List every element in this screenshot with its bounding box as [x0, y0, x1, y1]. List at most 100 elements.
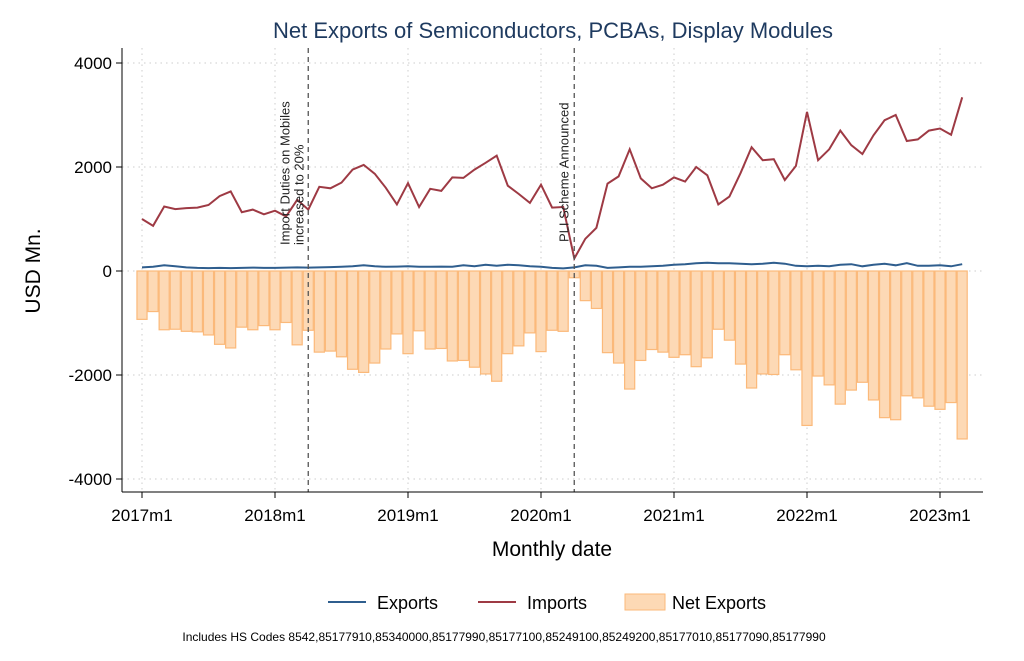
net-exports-bar [557, 270, 569, 332]
net-exports-bar [690, 270, 702, 368]
legend-label: Exports [377, 593, 438, 613]
net-exports-bar [491, 270, 503, 382]
net-exports-bar [668, 270, 680, 358]
chart-title: Net Exports of Semiconductors, PCBAs, Di… [273, 18, 833, 43]
x-tick-label: 2022m1 [776, 506, 837, 525]
net-exports-bar [269, 270, 281, 331]
legend-label: Imports [527, 593, 587, 613]
exports-line [141, 261, 963, 270]
net-exports-bar [657, 270, 669, 353]
net-exports-bar [867, 270, 880, 401]
net-exports-bar [291, 270, 303, 346]
y-axis-label: USD Mn. [22, 228, 45, 313]
y-tick-label: 0 [103, 262, 112, 281]
net-exports-bar [945, 270, 957, 404]
net-exports-bar [757, 270, 769, 375]
net-exports-bar [413, 270, 425, 332]
net-exports-bar [236, 270, 248, 328]
net-exports-bar [635, 270, 647, 362]
legend-swatch-net-exports [624, 593, 666, 611]
gridlines [122, 48, 983, 492]
net-exports-bar [723, 270, 736, 341]
net-exports-bar [324, 270, 337, 352]
net-exports-bar [745, 270, 758, 389]
net-exports-bar [346, 270, 359, 370]
net-exports-bar [213, 270, 226, 345]
net-exports-bar [479, 270, 492, 375]
net-exports-bar [280, 270, 292, 324]
net-exports-bar [391, 270, 403, 335]
net-exports-bar [358, 270, 370, 374]
net-exports-bar [169, 270, 181, 330]
net-exports-bar [457, 270, 470, 362]
net-exports-bar [734, 270, 747, 365]
net-exports-bar [191, 270, 204, 333]
net-exports-bar [845, 270, 857, 391]
y-tick-label: -4000 [69, 470, 112, 489]
net-exports-bars [136, 270, 968, 440]
net-exports-bar [158, 270, 170, 331]
net-exports-bar [147, 270, 159, 313]
net-exports-bar [513, 270, 525, 347]
net-exports-bar [890, 270, 902, 421]
net-exports-bar [313, 270, 325, 353]
net-exports-bar [624, 270, 636, 390]
net-exports-bar [435, 270, 447, 350]
net-exports-bar [546, 270, 558, 331]
y-tick-label: 2000 [74, 158, 112, 177]
net-exports-bar [579, 270, 591, 302]
event-label: PLI Scheme Announced [556, 103, 571, 243]
net-exports-bar [601, 270, 614, 354]
net-exports-bar [258, 270, 270, 327]
x-tick-label: 2018m1 [244, 506, 305, 525]
net-exports-bar [923, 270, 935, 407]
net-exports-bar [934, 270, 946, 410]
net-exports-bar [590, 270, 603, 310]
net-exports-bar [646, 270, 658, 351]
net-exports-bar [136, 270, 148, 320]
net-exports-bar [779, 270, 791, 356]
x-axis-label: Monthly date [492, 538, 612, 561]
x-tick-label: 2020m1 [510, 506, 571, 525]
net-exports-bar [956, 270, 968, 440]
x-tick-label: 2023m1 [909, 506, 970, 525]
footnote: Includes HS Codes 8542,85177910,85340000… [182, 630, 826, 644]
net-exports-bar [424, 270, 436, 350]
net-exports-bar [812, 270, 824, 377]
net-exports-bar [402, 270, 414, 355]
net-exports-bar [180, 270, 192, 332]
net-exports-bar [801, 270, 813, 427]
net-exports-bar [701, 270, 713, 359]
x-tick-label: 2019m1 [377, 506, 438, 525]
net-exports-bar [225, 270, 237, 349]
net-exports-bar [834, 270, 846, 405]
net-exports-bar [790, 270, 802, 371]
net-exports-bar [901, 270, 913, 397]
annotations: Import Duties on Mobiles increased to 20%… [277, 48, 575, 492]
net-exports-bar [535, 270, 547, 353]
event-label: increased to 20% [291, 144, 306, 245]
y-tick-label: 4000 [74, 54, 112, 73]
net-exports-bar [468, 270, 481, 368]
net-exports-bar [612, 270, 625, 364]
net-exports-bar [768, 270, 780, 376]
net-exports-bar [524, 270, 536, 334]
net-exports-bar [369, 270, 381, 364]
net-exports-bar [823, 270, 835, 386]
legend: Exports Imports Net Exports [328, 593, 766, 613]
net-exports-bar [446, 270, 458, 362]
net-exports-bar [380, 270, 392, 350]
net-exports-bar [878, 270, 891, 419]
event-label: Import Duties on Mobiles [277, 101, 292, 245]
net-exports-bar [247, 270, 259, 331]
axes: -4000 -2000 0 2000 4000 2017m1 2018m1 2019m1 202… [69, 48, 983, 525]
net-exports-bar [679, 270, 691, 356]
x-tick-label: 2021m1 [643, 506, 704, 525]
y-tick-label: -2000 [69, 366, 112, 385]
net-exports-bar [502, 270, 514, 355]
imports-line [141, 97, 964, 262]
legend-label: Net Exports [672, 593, 766, 613]
series-lines [141, 97, 964, 270]
net-exports-bar [202, 270, 215, 336]
